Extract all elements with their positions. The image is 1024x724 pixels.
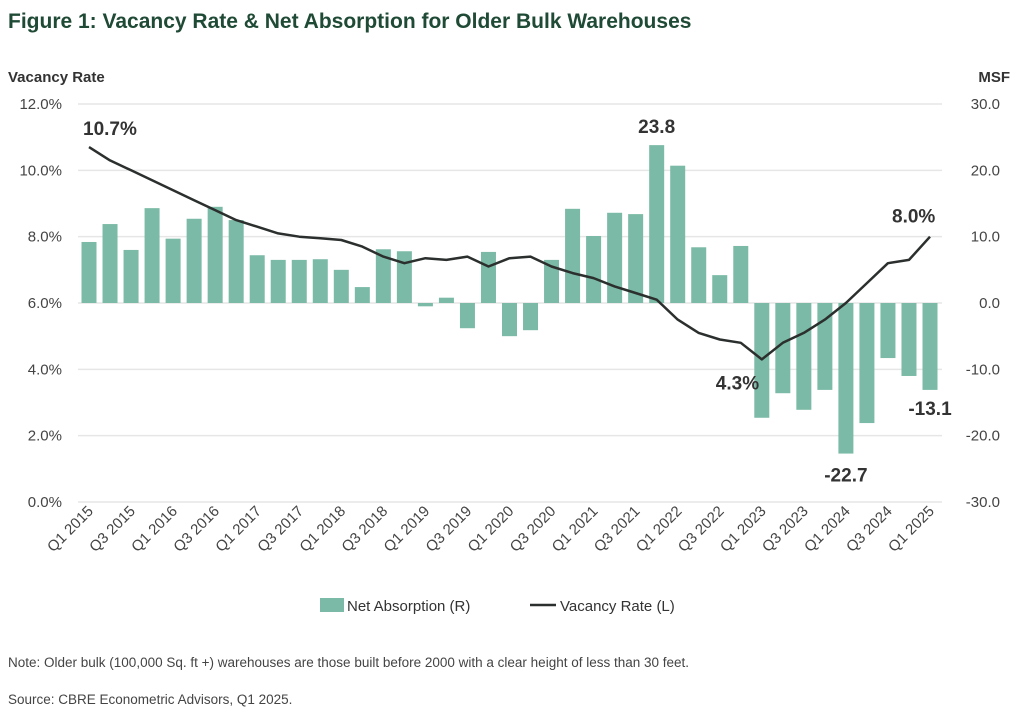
bar-q3-2015	[123, 249, 139, 303]
data-label: 4.3%	[716, 373, 759, 394]
bar-series	[81, 145, 938, 454]
y-tick-right: 30.0	[971, 96, 1000, 113]
bar-q2-2020	[523, 303, 539, 331]
chart-title: Figure 1: Vacancy Rate & Net Absorption …	[8, 10, 691, 33]
data-label: -22.7	[824, 466, 867, 487]
y-tick-right: 20.0	[971, 162, 1000, 179]
bar-q3-2021	[628, 214, 644, 303]
bar-q1-2022	[670, 165, 686, 303]
y-tick-left: 0.0%	[28, 494, 62, 511]
bar-q1-2020	[502, 303, 517, 337]
bar-q2-2018	[354, 287, 370, 303]
bar-q2-2016	[186, 218, 202, 303]
legend: Net Absorption (R) Vacancy Rate (L)	[320, 598, 675, 615]
bar-q3-2017	[291, 259, 307, 303]
bar-q2-2019	[438, 297, 454, 303]
data-label: 8.0%	[892, 207, 935, 228]
data-label: 10.7%	[83, 119, 137, 140]
annotations: 10.7% 4.3% 8.0% 23.8 -22.7 -13.1	[83, 117, 952, 486]
legend-label-vacancy-rate: Vacancy Rate (L)	[560, 598, 675, 615]
bar-q3-2016	[207, 206, 223, 303]
y-tick-right: -30.0	[966, 494, 1000, 511]
bar-q4-2021	[649, 145, 665, 303]
y-tick-right: 10.0	[971, 229, 1000, 246]
bar-q1-2025	[922, 303, 938, 390]
y-tick-left: 8.0%	[28, 229, 62, 246]
data-label: -13.1	[908, 399, 952, 420]
bar-q4-2016	[228, 220, 244, 303]
right-axis-title: MSF	[978, 69, 1010, 86]
bar-q1-2021	[586, 236, 602, 303]
bar-q4-2015	[144, 208, 160, 303]
note: Note: Older bulk (100,000 Sq. ft +) ware…	[8, 655, 689, 670]
bar-q1-2016	[165, 238, 181, 303]
y-tick-right: -10.0	[966, 361, 1000, 378]
y-tick-left: 6.0%	[28, 295, 62, 312]
source: Source: CBRE Econometric Advisors, Q1 20…	[8, 692, 292, 707]
data-label: 23.8	[638, 117, 675, 138]
bar-q3-2023	[796, 303, 812, 410]
bar-q1-2018	[333, 269, 349, 303]
bar-q1-2015	[81, 241, 97, 303]
bar-q1-2019	[417, 303, 433, 307]
bar-q3-2024	[880, 303, 896, 359]
bar-q4-2024	[901, 303, 917, 376]
bar-q2-2024	[859, 303, 875, 424]
bar-q3-2022	[712, 275, 728, 303]
bar-q4-2018	[396, 251, 412, 303]
bar-q4-2019	[480, 251, 496, 303]
bar-q2-2023	[775, 303, 791, 394]
y-tick-left: 12.0%	[19, 96, 62, 113]
legend-label-net-absorption: Net Absorption (R)	[347, 598, 470, 615]
y-tick-left: 10.0%	[19, 162, 62, 179]
bar-q4-2017	[312, 259, 328, 303]
bar-q2-2017	[270, 259, 286, 303]
y-tick-left: 2.0%	[28, 428, 62, 445]
bar-q1-2017	[249, 255, 265, 303]
bar-q3-2020	[544, 259, 560, 303]
vacancy-line	[88, 146, 931, 361]
x-tick: Q1 2025	[885, 503, 938, 556]
bar-q2-2022	[691, 247, 707, 303]
y-tick-right: -20.0	[966, 428, 1000, 445]
legend-swatch-bar	[320, 598, 344, 612]
bar-q2-2015	[102, 224, 118, 303]
bar-q3-2018	[375, 249, 391, 303]
bar-q1-2024	[838, 303, 854, 454]
y-tick-left: 4.0%	[28, 361, 62, 378]
bar-q2-2021	[607, 212, 623, 303]
bar-q3-2019	[459, 303, 475, 329]
left-axis-title: Vacancy Rate	[8, 69, 105, 86]
bar-q4-2020	[565, 208, 581, 303]
bar-q4-2023	[817, 303, 833, 390]
y-tick-right: 0.0	[979, 295, 1000, 312]
bar-q4-2022	[733, 245, 749, 303]
